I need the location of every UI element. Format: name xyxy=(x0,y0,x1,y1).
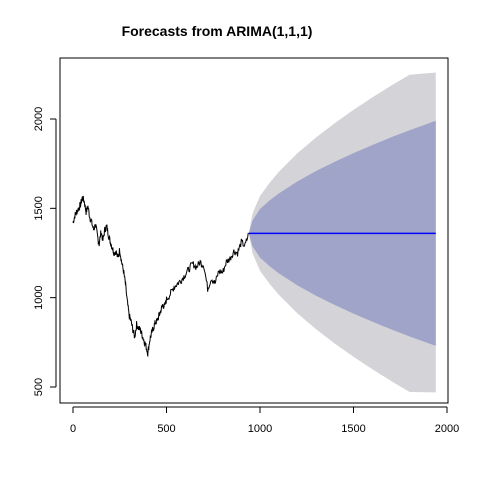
plot-frame xyxy=(59,57,449,404)
observed-series-line xyxy=(72,195,249,358)
y-axis: 500 1000 1500 2000 xyxy=(33,107,57,396)
x-tick-label: 1000 xyxy=(248,423,272,435)
history-layer xyxy=(72,195,249,358)
y-tick-label: 1000 xyxy=(33,285,45,309)
x-tick-label: 0 xyxy=(70,423,76,435)
x-tick-label: 2000 xyxy=(435,423,459,435)
x-tick-label: 1500 xyxy=(341,423,365,435)
chart-title: Forecasts from ARIMA(1,1,1) xyxy=(122,23,313,39)
y-tick-label: 500 xyxy=(33,378,45,396)
y-tick-label: 1500 xyxy=(33,196,45,220)
y-tick-label: 2000 xyxy=(33,107,45,131)
x-axis: 0 500 1000 1500 2000 xyxy=(70,406,459,435)
x-tick-label: 500 xyxy=(157,423,175,435)
